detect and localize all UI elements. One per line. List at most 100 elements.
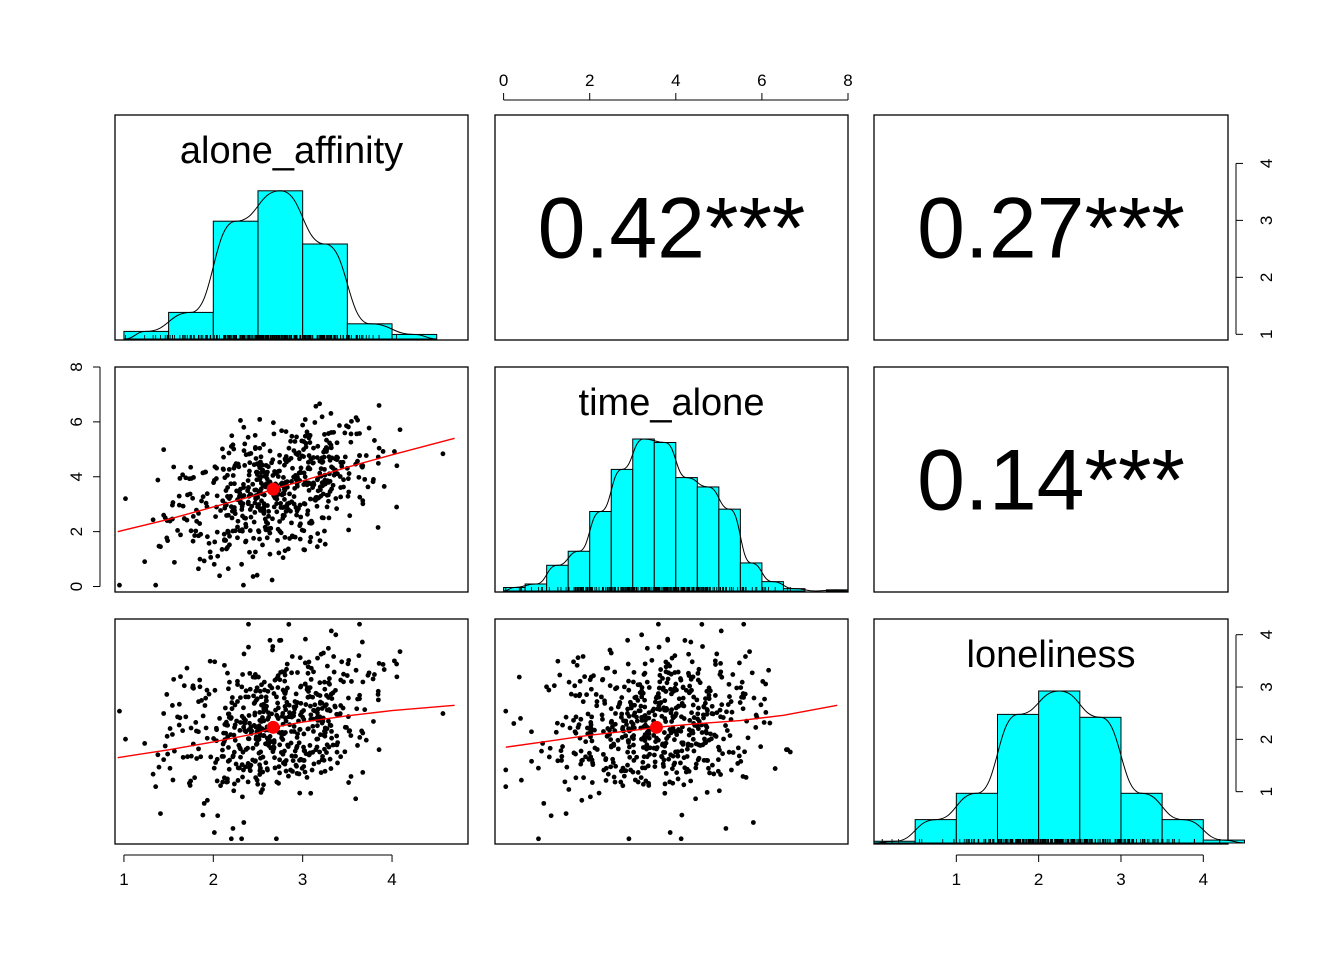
scatter-point — [213, 514, 218, 519]
scatter-point — [277, 452, 282, 458]
scatter-point — [270, 647, 275, 653]
scatter-point — [718, 669, 724, 675]
tick-label: 4 — [67, 472, 86, 481]
scatter-point — [536, 765, 541, 771]
scatter-point — [639, 715, 644, 720]
scatter-point — [312, 497, 317, 502]
scatter-point — [720, 715, 726, 720]
scatter-point — [170, 502, 175, 508]
tick-label: 1 — [119, 870, 128, 889]
scatter-point — [630, 769, 636, 775]
scatter-point — [511, 721, 517, 726]
scatter-point — [186, 780, 192, 786]
scatter-point — [585, 725, 590, 731]
scatter-point — [633, 694, 639, 700]
scatter-point — [345, 661, 351, 667]
scatter-point — [705, 758, 710, 763]
scatter-point — [573, 751, 578, 757]
histogram-alone_affinity — [123, 190, 438, 340]
scatter-point — [334, 440, 340, 446]
scatter-point — [308, 534, 314, 540]
mean-point-loneliness-vs-time_alone — [649, 720, 663, 734]
scatter-point — [248, 514, 254, 520]
scatter-point — [784, 747, 789, 753]
scatter-point — [231, 781, 237, 787]
scatter-point — [208, 754, 214, 760]
scatter-point — [288, 508, 293, 514]
scatter-point — [603, 665, 609, 671]
scatter-point — [338, 494, 344, 500]
scatter-point — [239, 684, 245, 690]
scatter-point — [226, 745, 231, 750]
scatter-point — [707, 770, 712, 776]
scatter-point — [642, 704, 648, 710]
scatter-point — [269, 577, 275, 583]
tick-label: 1 — [952, 870, 961, 889]
scatter-point — [279, 480, 285, 486]
scatter-point — [176, 701, 182, 707]
scatter-point — [586, 756, 592, 762]
scatter-point — [317, 470, 323, 476]
scatter-point — [601, 729, 606, 734]
scatter-point — [330, 482, 336, 488]
scatter-point — [646, 710, 652, 716]
scatter-point — [226, 512, 231, 518]
scatter-point — [529, 729, 534, 735]
scatter-point — [194, 756, 200, 761]
correlation-alone_affinity-loneliness: 0.27*** — [917, 181, 1185, 277]
scatter-point — [289, 670, 294, 676]
scatter-point — [672, 737, 677, 743]
scatter-point — [175, 714, 180, 720]
scatter-point — [243, 729, 249, 735]
scatter-point — [553, 729, 559, 735]
scatter-point — [631, 669, 637, 675]
scatter-point — [656, 685, 662, 691]
scatter-point — [585, 711, 591, 717]
scatter-point — [305, 664, 311, 670]
scatter-point — [718, 772, 723, 777]
scatter-point — [302, 660, 308, 666]
scatter-point — [305, 685, 310, 691]
scatter-point — [575, 655, 581, 661]
scatter-point — [622, 684, 627, 690]
scatter-point — [315, 706, 321, 712]
scatter-point — [596, 790, 602, 796]
scatter-point — [218, 783, 223, 789]
scatter-point — [303, 702, 309, 707]
scatter-point — [611, 774, 617, 780]
scatter-point — [653, 699, 658, 705]
scatter-point — [642, 697, 647, 703]
scatter-point — [238, 695, 243, 701]
scatter-point — [202, 703, 208, 708]
scatter-point — [328, 628, 334, 634]
scatter-point — [211, 765, 217, 771]
scatter-point — [326, 707, 332, 712]
scatter-point — [695, 711, 701, 717]
scatter-point — [642, 732, 648, 738]
scatter-point — [181, 683, 187, 689]
scatter-point — [201, 800, 207, 806]
scatter-point — [376, 660, 382, 666]
scatter-point — [544, 684, 549, 690]
scatter-point — [319, 455, 325, 461]
scatter-point — [536, 836, 541, 842]
scatter-point — [578, 716, 584, 722]
scatter-point — [142, 741, 148, 746]
scatter-point — [329, 735, 335, 741]
scatter-point — [311, 669, 316, 675]
scatter-point — [712, 732, 717, 738]
scatter-point — [317, 538, 323, 544]
y-axis-alone_affinity-right: 1 2 3 4 — [1235, 159, 1276, 339]
scatter-point — [572, 729, 578, 735]
scatter-point — [257, 416, 263, 422]
scatter-point — [337, 711, 343, 717]
scatter-point — [357, 494, 363, 500]
scatter-point — [656, 644, 662, 650]
scatter-point — [282, 497, 287, 502]
scatter-point — [625, 706, 631, 712]
scatter-point — [196, 746, 201, 752]
scatter-point — [218, 508, 223, 513]
scatter-point — [655, 621, 661, 627]
scatter-point — [599, 712, 605, 718]
scatter-point — [587, 794, 593, 800]
